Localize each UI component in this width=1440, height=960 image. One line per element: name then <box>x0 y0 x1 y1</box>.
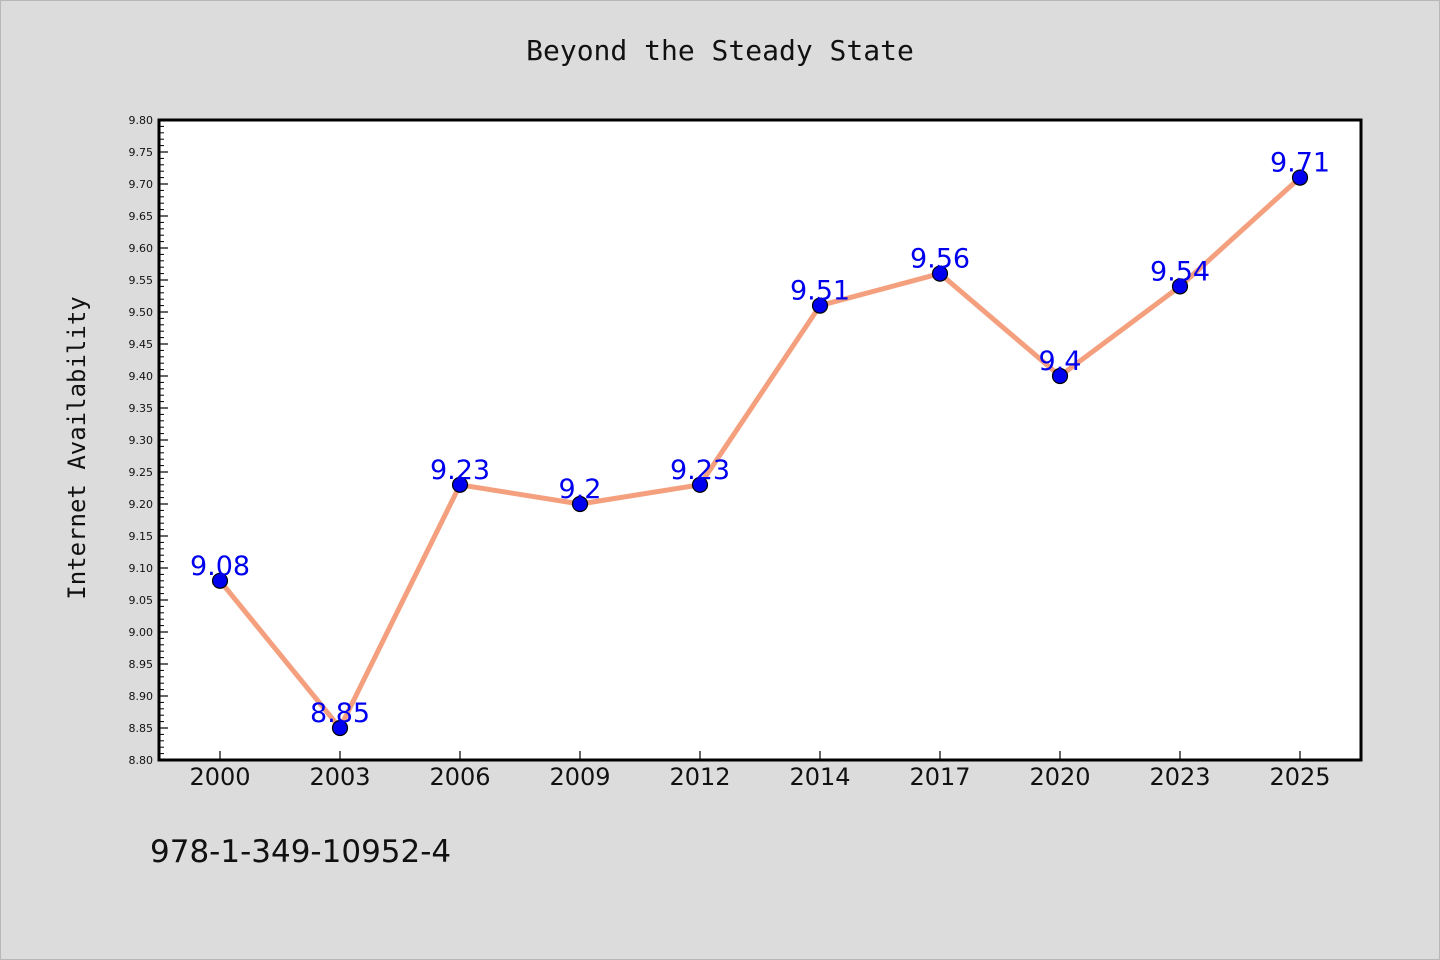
y-tick-label: 8.85 <box>129 722 154 735</box>
y-axis-label: Internet Availability <box>63 296 91 599</box>
series-markers <box>211 169 1309 737</box>
y-tick-label: 9.25 <box>129 466 154 479</box>
y-tick-label: 9.65 <box>129 210 154 223</box>
data-label: 9.4 <box>1039 346 1082 377</box>
y-tick-label: 9.70 <box>129 178 154 191</box>
data-label: 9.56 <box>910 244 970 275</box>
y-tick-label: 9.05 <box>129 594 154 607</box>
y-tick-label: 9.75 <box>129 146 154 159</box>
y-tick-label: 9.60 <box>129 242 154 255</box>
data-point <box>1051 367 1069 385</box>
data-point <box>331 719 349 737</box>
y-axis: 8.80 8.85 8.90 8.95 9.00 9.05 9.10 9.15 9.20 9.25… <box>129 114 168 767</box>
data-label: 9.71 <box>1270 148 1330 179</box>
data-label: 8.85 <box>310 698 370 729</box>
data-point <box>811 297 829 314</box>
y-tick-label: 9.35 <box>129 402 154 415</box>
x-tick-label: 2012 <box>669 763 730 791</box>
x-tick-label: 2020 <box>1029 763 1090 791</box>
chart-title: Beyond the Steady State <box>526 34 914 67</box>
y-tick-label: 9.55 <box>129 274 154 287</box>
plot-area <box>157 118 1363 762</box>
data-label: 9.2 <box>559 474 602 505</box>
y-tick-label: 9.30 <box>129 434 154 447</box>
y-tick-label: 9.40 <box>129 370 154 383</box>
data-point <box>1291 169 1309 186</box>
footer-identifier: 978-1-349-10952-4 <box>150 834 452 870</box>
y-tick-label: 9.20 <box>129 498 154 511</box>
data-label: 9.54 <box>1150 256 1210 287</box>
y-tick-label: 8.95 <box>129 658 154 671</box>
data-point <box>931 265 949 282</box>
y-tick-label: 8.80 <box>129 754 154 767</box>
y-tick-label: 9.15 <box>129 530 154 543</box>
data-point <box>451 476 469 493</box>
x-axis: 2000 2003 2006 2009 2012 2014 2017 2020 2023 2025 <box>189 751 1331 791</box>
y-tick-label: 9.80 <box>129 114 154 127</box>
data-point <box>211 572 229 589</box>
x-tick-label: 2006 <box>429 763 490 791</box>
data-point <box>1171 278 1189 295</box>
x-tick-label: 2014 <box>789 763 850 791</box>
data-labels: 9.08 8.85 9.23 9.2 9.23 9.51 9.56 9.4 9.54 9.71 <box>190 148 1330 729</box>
y-tick-label: 9.45 <box>129 338 154 351</box>
data-label: 9.23 <box>430 455 490 486</box>
data-point <box>571 495 589 513</box>
y-tick-label: 9.00 <box>129 626 154 639</box>
series-line <box>218 175 1302 731</box>
data-point <box>691 476 709 493</box>
x-tick-label: 2009 <box>549 763 610 791</box>
y-tick-label: 9.50 <box>129 306 154 319</box>
x-tick-label: 2025 <box>1269 763 1330 791</box>
x-tick-label: 2000 <box>189 763 250 791</box>
x-tick-label: 2023 <box>1149 763 1210 791</box>
data-label: 9.51 <box>790 276 850 307</box>
y-tick-label: 8.90 <box>129 690 154 703</box>
data-label: 9.08 <box>190 551 250 582</box>
data-label: 9.23 <box>670 455 730 486</box>
x-tick-label: 2003 <box>309 763 370 791</box>
y-tick-label: 9.10 <box>129 562 154 575</box>
x-tick-label: 2017 <box>909 763 970 791</box>
